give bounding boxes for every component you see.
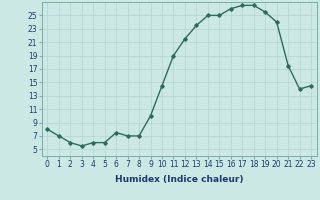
X-axis label: Humidex (Indice chaleur): Humidex (Indice chaleur) bbox=[115, 175, 244, 184]
